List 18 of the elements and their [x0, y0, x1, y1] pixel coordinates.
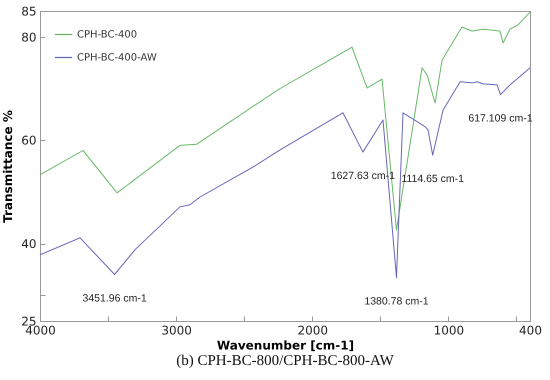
- annotation: 617.109 cm-1: [468, 112, 533, 125]
- x-axis-title: Wavenumber [cm-1]: [216, 338, 354, 352]
- line-series: [40, 67, 530, 278]
- annotation: 1380.78 cm-1: [364, 296, 429, 308]
- text: (b) CPH-BC-800/CPH-BC-800-AW: [176, 353, 395, 369]
- annotation: 3451.96 cm-1: [82, 292, 147, 304]
- line-series: [40, 12, 530, 231]
- y-tick-label: 40: [21, 237, 36, 251]
- y-tick-label: 60: [21, 134, 36, 148]
- y-tick-label: 80: [21, 30, 36, 44]
- y-axis-title: Transmittance %: [1, 110, 16, 223]
- x-tick-label: 1000: [434, 324, 464, 338]
- legend-label: CPH-BC-400: [77, 30, 138, 40]
- x-tick-label: 400: [519, 324, 542, 338]
- y-tick-label: 85: [21, 4, 36, 18]
- x-tick-label: 2000: [297, 324, 328, 338]
- x-tick-label: 3000: [161, 324, 192, 338]
- legend-label: CPH-BC-400-AW: [77, 52, 157, 64]
